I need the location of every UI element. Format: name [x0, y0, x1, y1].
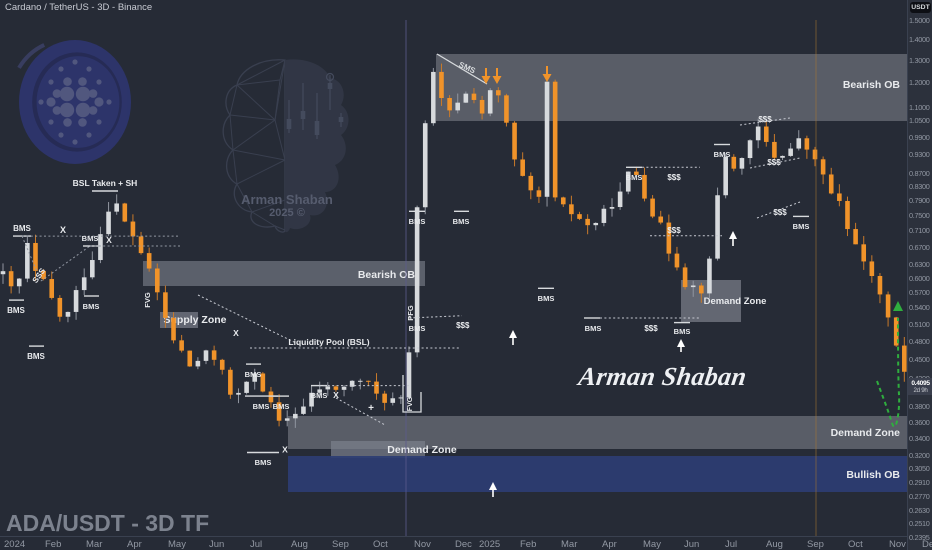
svg-text:BMS: BMS [311, 391, 328, 400]
svg-text:X: X [233, 328, 239, 338]
svg-text:$$$: $$$ [767, 158, 781, 167]
svg-text:BMS: BMS [538, 294, 555, 303]
svg-text:BMS: BMS [13, 224, 31, 233]
svg-text:Bearish OB: Bearish OB [358, 269, 416, 281]
svg-text:BMS: BMS [674, 327, 691, 336]
svg-text:$$$: $$$ [667, 173, 681, 182]
svg-text:X: X [106, 235, 112, 245]
svg-text:BMS: BMS [7, 306, 25, 315]
svg-text:BMS: BMS [83, 302, 100, 311]
svg-text:BMS: BMS [253, 402, 270, 411]
svg-text:BMS: BMS [453, 217, 470, 226]
svg-text:Bearish OB: Bearish OB [843, 79, 901, 91]
svg-text:$$$: $$$ [758, 115, 772, 124]
svg-text:Demand Zone: Demand Zone [387, 444, 457, 456]
svg-text:BMS: BMS [793, 222, 810, 231]
svg-text:BMS: BMS [409, 324, 426, 333]
svg-text:Demand Zone: Demand Zone [704, 296, 767, 307]
svg-text:BMS: BMS [409, 217, 426, 226]
svg-text:Demand Zone: Demand Zone [831, 427, 901, 439]
svg-text:X: X [282, 445, 288, 455]
svg-text:BMS: BMS [626, 173, 643, 182]
svg-text:$$$: $$$ [667, 226, 681, 235]
svg-text:BMS: BMS [27, 352, 45, 361]
svg-text:BMS: BMS [585, 324, 602, 333]
svg-text:$$$: $$$ [773, 208, 787, 217]
svg-text:$$$: $$$ [456, 321, 470, 330]
svg-text:BMS: BMS [245, 370, 262, 379]
svg-text:BMS: BMS [273, 402, 290, 411]
svg-text:X: X [60, 225, 66, 235]
svg-text:BMS: BMS [82, 234, 99, 243]
svg-text:$$$: $$$ [644, 324, 658, 333]
svg-text:BMS: BMS [714, 150, 731, 159]
svg-text:FVG: FVG [407, 396, 414, 411]
svg-text:Liquidity Pool (BSL): Liquidity Pool (BSL) [288, 337, 369, 347]
svg-text:BMS: BMS [255, 458, 272, 467]
svg-text:BSL Taken + SH: BSL Taken + SH [73, 178, 138, 188]
svg-text:+: + [368, 403, 374, 414]
svg-text:Bullish OB: Bullish OB [846, 469, 900, 481]
svg-text:FVG: FVG [143, 292, 152, 308]
